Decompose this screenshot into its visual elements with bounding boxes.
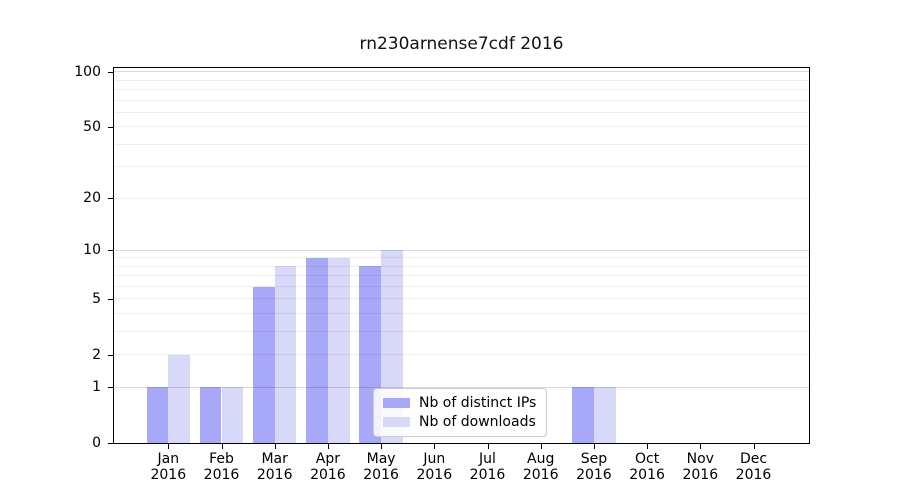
legend-swatch-downloads [383,417,410,428]
bar-downloads [168,354,190,443]
legend-row: Nb of downloads [383,414,537,430]
major-gridline [114,386,809,388]
y-tick-mark [108,443,113,444]
minor-gridline [114,166,809,168]
x-tick-label: Mar 2016 [256,451,293,483]
y-tick-mark [108,250,113,252]
y-tick-mark [108,198,113,200]
legend-row: Nb of distinct IPs [383,395,537,411]
minor-gridline [114,89,809,91]
minor-gridline [114,79,809,81]
x-tick-label: Nov 2016 [682,451,719,483]
x-tick-mark [753,444,755,449]
minor-gridline [114,331,809,333]
bar-distinct-ips [306,257,328,443]
x-tick-mark [700,444,702,449]
x-tick-label: Jan 2016 [150,451,187,483]
x-tick-mark [487,444,489,449]
y-tick-label: 5 [92,290,101,307]
minor-gridline [114,265,809,267]
y-tick-label: 10 [83,242,101,259]
bar-downloads [221,387,244,443]
x-tick-label: Feb 2016 [203,451,240,483]
legend-label: Nb of distinct IPs [419,394,537,411]
bar-distinct-ips [146,387,169,443]
y-tick-mark [108,298,113,300]
y-tick-mark [108,126,113,128]
legend: Nb of distinct IPs Nb of downloads [373,388,547,437]
x-tick-mark [168,444,170,449]
minor-gridline [114,111,809,113]
x-tick-mark [381,444,383,449]
major-gridline [114,71,809,73]
legend-label: Nb of downloads [419,414,536,431]
minor-gridline [114,197,809,199]
y-tick-mark [108,71,113,73]
minor-gridline [114,298,809,300]
x-tick-mark [647,444,649,449]
x-tick-mark [274,444,276,449]
minor-gridline [114,286,809,288]
bar-distinct-ips [199,387,222,443]
y-tick-label: 50 [83,118,101,135]
minor-gridline [114,275,809,277]
bar-downloads [593,387,616,443]
minor-gridline [114,257,809,259]
x-tick-label: Jul 2016 [469,451,506,483]
bar-distinct-ips [572,387,594,443]
x-tick-label: Jun 2016 [416,451,453,483]
minor-gridline [114,99,809,101]
y-tick-label: 20 [83,190,101,207]
x-tick-label: Sep 2016 [576,451,612,483]
y-tick-mark [108,387,113,389]
bar-downloads [327,257,350,443]
x-tick-mark [327,444,329,449]
x-tick-label: Dec 2016 [735,451,772,483]
x-tick-label: Apr 2016 [310,451,346,483]
x-tick-label: Aug 2016 [522,451,559,483]
y-tick-label: 1 [92,379,101,396]
minor-gridline [114,143,809,145]
major-gridline [114,249,809,251]
x-tick-mark [434,444,436,449]
legend-swatch-distinct-ips [383,397,410,408]
chart-title: rn230arnense7cdf 2016 [359,34,564,54]
y-tick-mark [108,354,113,356]
x-tick-label: Oct 2016 [629,451,665,483]
y-tick-label: 100 [74,63,101,80]
x-tick-mark [221,444,223,449]
x-tick-mark [540,444,542,449]
minor-gridline [114,354,809,356]
bar-downloads [274,266,297,443]
minor-gridline [114,126,809,128]
y-tick-label: 2 [92,346,101,363]
minor-gridline [114,313,809,315]
y-tick-label: 0 [92,435,101,451]
x-tick-mark [593,444,595,449]
bar-distinct-ips [253,286,275,443]
x-tick-label: May 2016 [363,451,399,483]
